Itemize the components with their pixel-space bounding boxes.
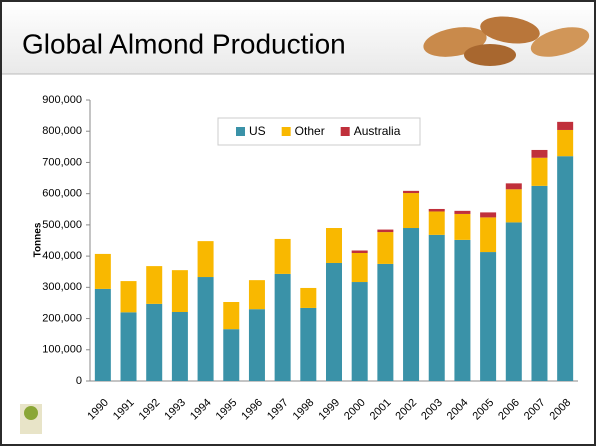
y-tick-label: 400,000 bbox=[42, 250, 82, 262]
y-tick-label: 0 bbox=[76, 375, 82, 387]
y-tick-label: 100,000 bbox=[42, 344, 82, 356]
bar-segment bbox=[300, 307, 317, 381]
bar-segment bbox=[171, 270, 188, 312]
bar-segment bbox=[351, 282, 368, 381]
bar-segment bbox=[197, 277, 214, 381]
bar-segment bbox=[223, 302, 240, 330]
bar-segment bbox=[480, 217, 497, 253]
bar-segment bbox=[146, 266, 163, 304]
y-tick-label: 800,000 bbox=[42, 125, 82, 137]
bar-segment bbox=[248, 309, 265, 381]
bar-segment bbox=[454, 213, 471, 240]
bar-segment bbox=[428, 208, 445, 212]
bar-segment bbox=[326, 262, 342, 381]
legend-label: US bbox=[249, 124, 266, 138]
bar-segment bbox=[326, 228, 342, 263]
legend-label: Other bbox=[295, 124, 325, 138]
bar-segment bbox=[223, 329, 240, 381]
legend-swatch bbox=[281, 127, 291, 136]
bar-segment bbox=[480, 212, 497, 218]
y-axis-label: Tonnes bbox=[33, 222, 44, 257]
bar-segment bbox=[120, 281, 137, 313]
bar-segment bbox=[480, 252, 497, 381]
bar-segment bbox=[531, 185, 548, 381]
bar-segment bbox=[557, 129, 574, 157]
bar-segment bbox=[120, 312, 137, 381]
y-tick-label: 900,000 bbox=[42, 94, 82, 106]
y-tick-label: 300,000 bbox=[42, 281, 82, 293]
legend-swatch bbox=[340, 127, 350, 136]
y-tick-label: 600,000 bbox=[42, 188, 82, 200]
bar-segment bbox=[505, 222, 522, 381]
legend-box bbox=[217, 117, 421, 146]
bar-segment bbox=[531, 149, 548, 158]
legend-label: Australia bbox=[354, 124, 401, 138]
y-tick-label: 200,000 bbox=[42, 312, 82, 324]
y-tick-label: 500,000 bbox=[42, 219, 82, 231]
bar-segment bbox=[403, 193, 420, 229]
bar-segment bbox=[351, 252, 368, 283]
bar-segment bbox=[428, 234, 445, 381]
bar-segment bbox=[300, 287, 317, 308]
bar-segment bbox=[505, 183, 522, 190]
bar-segment bbox=[274, 238, 291, 274]
bar-segment bbox=[248, 280, 265, 310]
bar-segment bbox=[403, 190, 420, 194]
almond-image bbox=[423, 16, 590, 66]
bar-segment bbox=[557, 156, 574, 381]
y-tick-label: 700,000 bbox=[42, 156, 82, 168]
bar-segment bbox=[557, 121, 574, 130]
bar-segment bbox=[146, 303, 163, 381]
bar-segment bbox=[171, 311, 188, 381]
bar-segment bbox=[454, 239, 471, 381]
bar-segment bbox=[428, 211, 445, 235]
bar-segment bbox=[454, 210, 471, 214]
legend-swatch bbox=[236, 127, 245, 136]
bar-segment bbox=[94, 253, 111, 289]
logo bbox=[20, 404, 42, 434]
slide-title: Global Almond Production bbox=[22, 28, 346, 59]
bar-segment bbox=[531, 157, 548, 186]
bar-segment bbox=[197, 241, 214, 278]
bar-segment bbox=[403, 228, 420, 381]
bar-segment bbox=[274, 273, 291, 381]
bar-segment bbox=[377, 263, 394, 381]
bar-segment bbox=[505, 189, 522, 223]
bar-segment bbox=[94, 288, 111, 381]
bar-segment bbox=[377, 229, 394, 233]
bar-segment bbox=[351, 250, 368, 253]
bar-segment bbox=[377, 232, 394, 264]
